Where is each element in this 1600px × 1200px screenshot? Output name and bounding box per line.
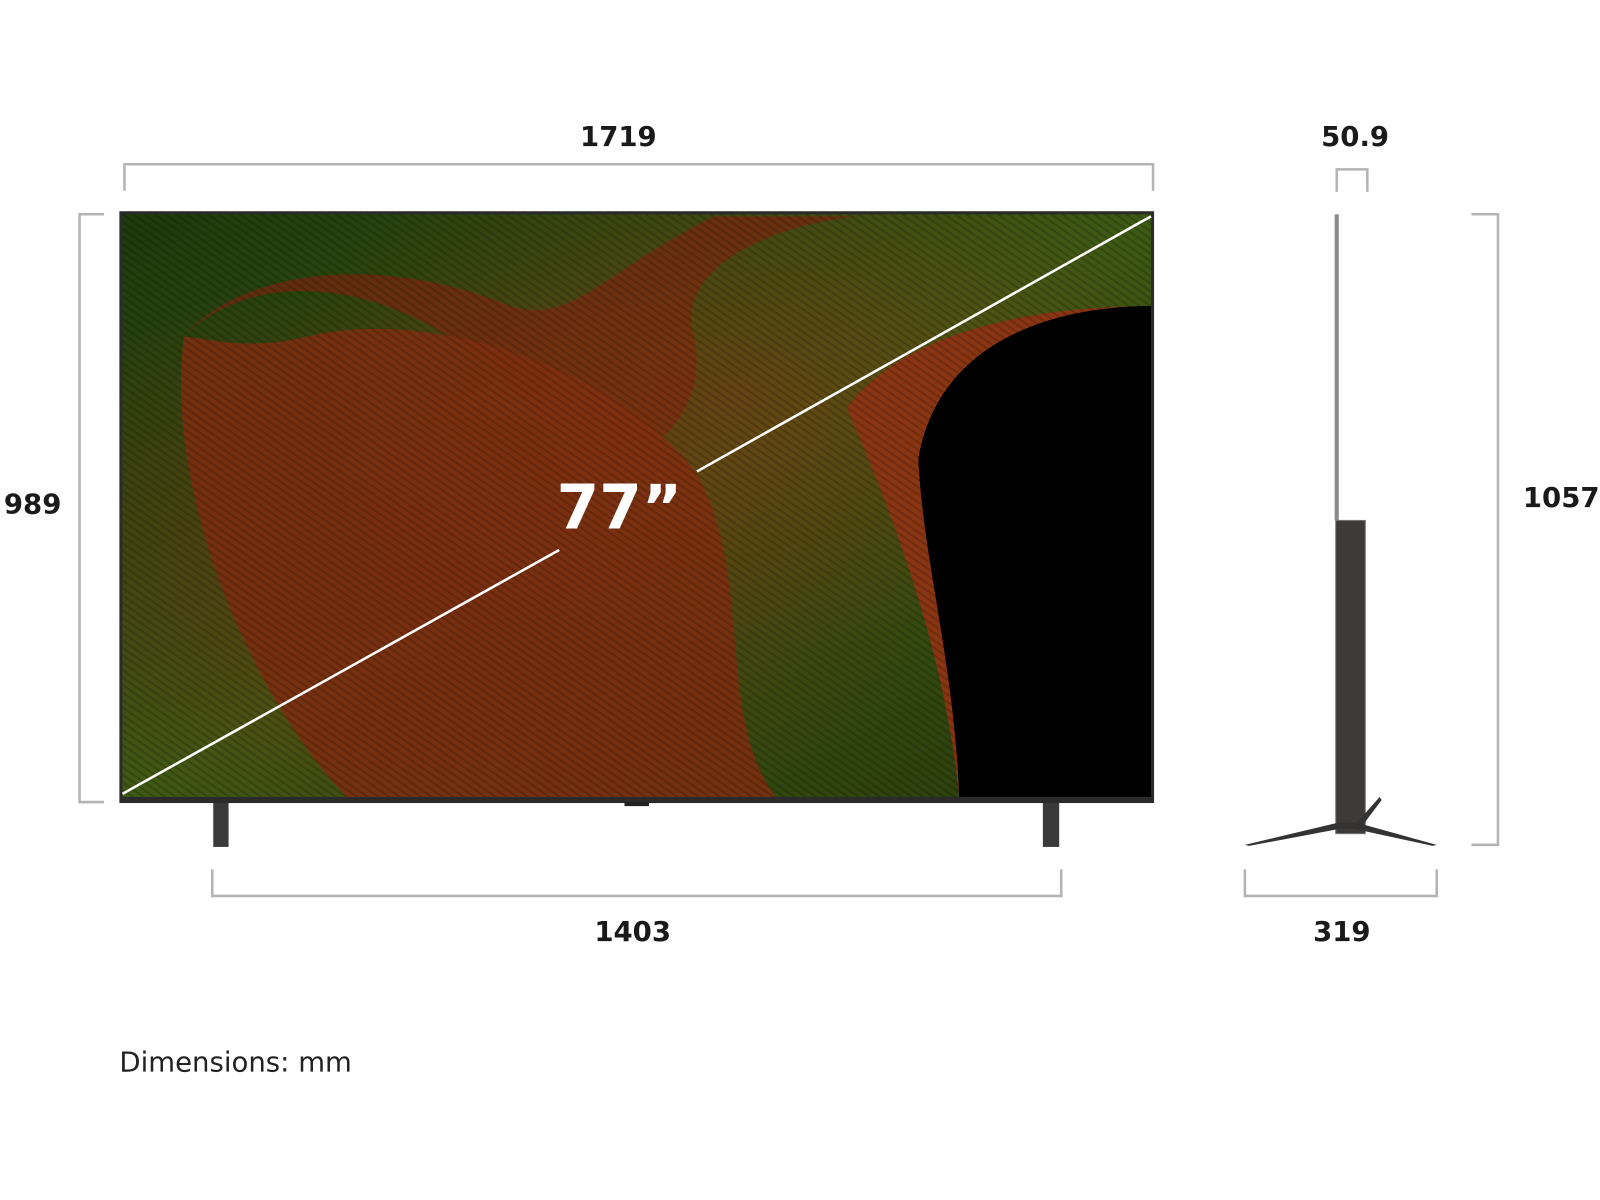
screen-height-label: 989	[4, 488, 62, 520]
tv-side-stand	[1244, 796, 1437, 846]
stand-span-bracket	[210, 869, 1063, 898]
tv-side-view	[1244, 214, 1437, 846]
width-bracket	[123, 163, 1155, 191]
tv-front-view: 77”	[119, 211, 1155, 847]
unit-note: Dimensions: mm	[119, 1046, 351, 1078]
diagonal-line	[121, 548, 560, 795]
stand-depth-label: 319	[1313, 916, 1371, 948]
tv-stand-leg-left	[213, 802, 229, 847]
tv-logo-bar	[624, 802, 649, 807]
tv-panel-edge	[1334, 214, 1339, 521]
stand-span-label: 1403	[594, 916, 671, 948]
depth-label: 50.9	[1321, 121, 1389, 153]
depth-bracket	[1335, 168, 1369, 192]
screen-height-bracket	[78, 213, 105, 804]
diagonal-line	[696, 215, 1152, 473]
screen-size-label: 77”	[557, 473, 682, 544]
tv-body-side	[1335, 519, 1366, 835]
total-height-bracket	[1471, 213, 1500, 847]
width-label: 1719	[580, 121, 657, 153]
stand-depth-bracket	[1243, 869, 1439, 898]
total-height-label: 1057	[1523, 482, 1600, 514]
tv-stand-leg-right	[1042, 802, 1060, 847]
